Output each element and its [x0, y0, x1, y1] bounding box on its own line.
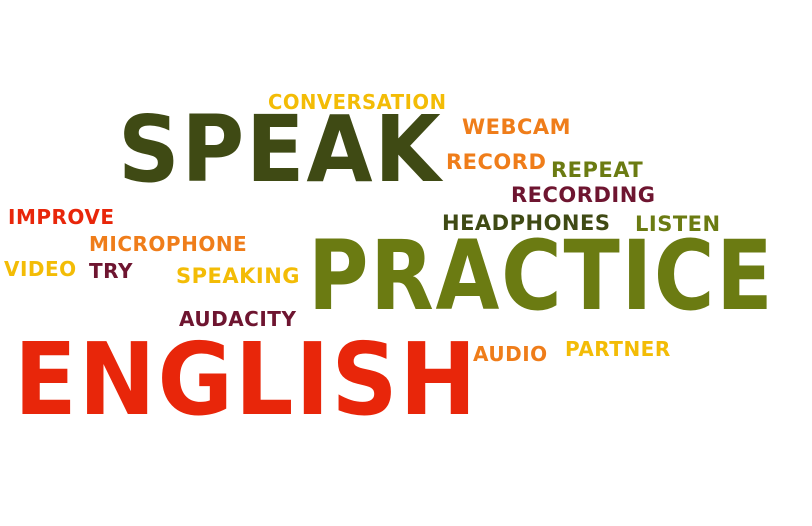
word-recording: RECORDING — [511, 183, 656, 207]
word-speaking: SPEAKING — [176, 264, 301, 288]
word-partner: PARTNER — [565, 337, 671, 361]
word-speak: SPEAK — [118, 96, 443, 203]
word-audacity: AUDACITY — [179, 307, 297, 331]
word-record: RECORD — [446, 150, 547, 174]
word-practice: PRACTICE — [308, 220, 775, 332]
word-video: VIDEO — [4, 257, 77, 281]
word-microphone: MICROPHONE — [89, 232, 248, 256]
word-listen: LISTEN — [635, 212, 721, 236]
word-webcam: WEBCAM — [462, 115, 572, 139]
word-headphones: HEADPHONES — [442, 211, 611, 235]
word-repeat: REPEAT — [551, 158, 644, 182]
word-audio: AUDIO — [473, 342, 548, 366]
word-try: TRY — [89, 259, 133, 283]
word-improve: IMPROVE — [8, 205, 115, 229]
word-conversation: CONVERSATION — [268, 90, 447, 114]
word-english: ENGLISH — [14, 321, 479, 438]
